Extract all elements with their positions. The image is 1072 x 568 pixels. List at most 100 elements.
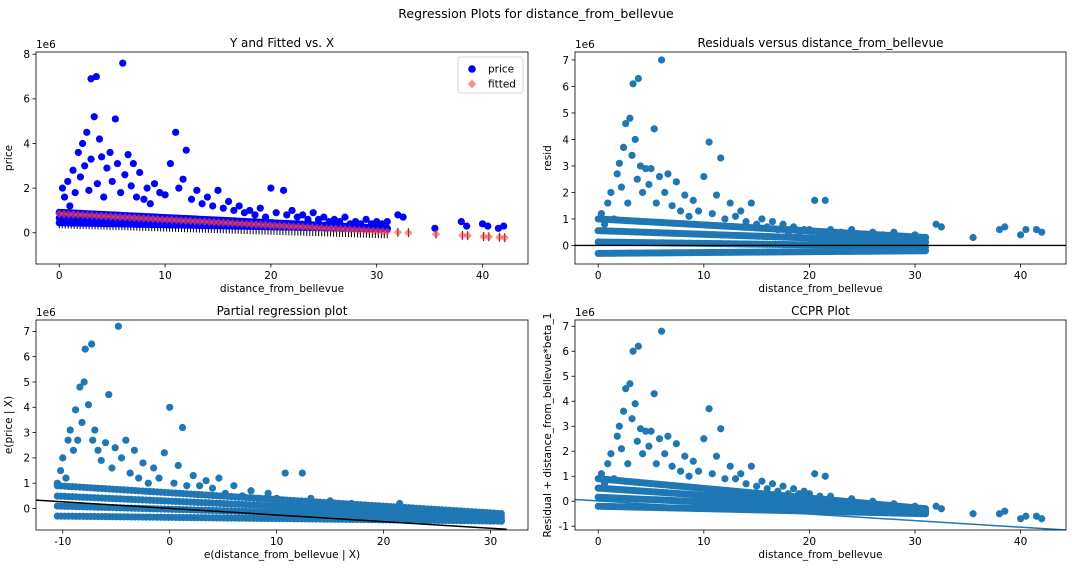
data-point [247,487,255,495]
x-tick-label: 0 [595,270,602,282]
data-point [672,440,680,448]
fitted-point [463,231,472,240]
y-tick-label: 1 [562,471,569,483]
y-tick-label: 5 [562,108,569,120]
legend-label-price: price [488,64,514,76]
data-point [650,390,658,398]
data-point [183,482,191,490]
data-point [124,151,132,159]
data-point [481,515,489,523]
y-tick-label: 0 [23,228,30,240]
data-point [1038,228,1046,236]
data-point [105,391,113,399]
data-point [721,215,729,223]
data-point [114,322,122,330]
data-point [396,499,404,508]
data-point [78,418,86,427]
data-point [633,175,641,183]
data-point [399,213,407,221]
y-tick-label: 7 [562,321,569,333]
data-point [196,482,204,490]
fitted-point [64,210,73,219]
y-tick-label: 5 [562,371,569,383]
data-point [858,500,866,508]
data-point [362,215,370,223]
data-point [161,191,169,199]
x-tick-label: -10 [54,536,71,548]
y-tick-label: 0 [562,496,569,508]
x-tick-label: 10 [697,270,710,282]
data-point [1001,507,1009,515]
data-point [694,467,703,475]
data-point [326,497,334,505]
data-point [433,515,441,523]
data-point [911,231,919,239]
x-tick-label: 0 [166,536,173,548]
data-point [383,218,391,226]
data-point [179,175,187,183]
data-point [290,497,298,505]
fitted-point [479,232,488,241]
data-point [497,509,505,518]
data-point [1022,225,1030,234]
fitted-point [200,217,209,226]
data-point [279,186,288,194]
data-point [230,206,238,215]
data-point [484,222,492,230]
data-point [283,211,291,219]
data-point [731,212,740,220]
fitted-point [83,211,92,220]
data-point [638,450,647,458]
fitted-point [97,211,106,221]
data-point [607,188,615,197]
fitted-point [134,213,144,223]
data-point [85,186,93,194]
data-point [628,415,636,423]
data-point [89,436,97,444]
fitted-point [378,227,387,236]
data-point [58,184,67,192]
data-point [108,464,116,472]
data-point [486,512,495,520]
data-point [150,464,158,472]
data-point [87,155,95,163]
data-point [69,446,78,454]
fitted-point [167,215,176,225]
data-point [726,199,734,207]
data-point [136,168,144,177]
fitted-point [148,214,158,224]
data-point [837,497,845,505]
data-point [341,213,349,221]
data-point [144,479,152,487]
data-point [238,492,247,500]
x-tick-label: 30 [370,270,383,282]
data-point [937,505,946,513]
data-point [198,200,206,208]
fitted-point [294,222,303,231]
fitted-point [270,221,280,230]
fitted-point [364,226,373,235]
data-point [613,432,621,440]
data-point [92,72,100,81]
y-tick-label: 6 [23,94,30,106]
fitted-point [139,214,148,223]
data-point [166,403,174,411]
data-point [69,166,77,174]
data-point [143,184,151,192]
fitted-point [237,219,247,228]
data-point [111,444,119,452]
data-point [655,172,664,181]
data-point [113,159,122,168]
fitted-point [336,224,345,234]
data-point [121,171,129,179]
data-point [315,499,324,508]
data-point [890,500,898,508]
legend-marker-fitted [467,79,477,89]
y-axis-label: e(price | X) [3,396,15,454]
data-point [789,223,798,231]
data-point [622,385,630,393]
fitted-point [111,212,120,222]
data-point [758,215,766,223]
data-point [879,231,887,239]
data-point [607,450,615,458]
